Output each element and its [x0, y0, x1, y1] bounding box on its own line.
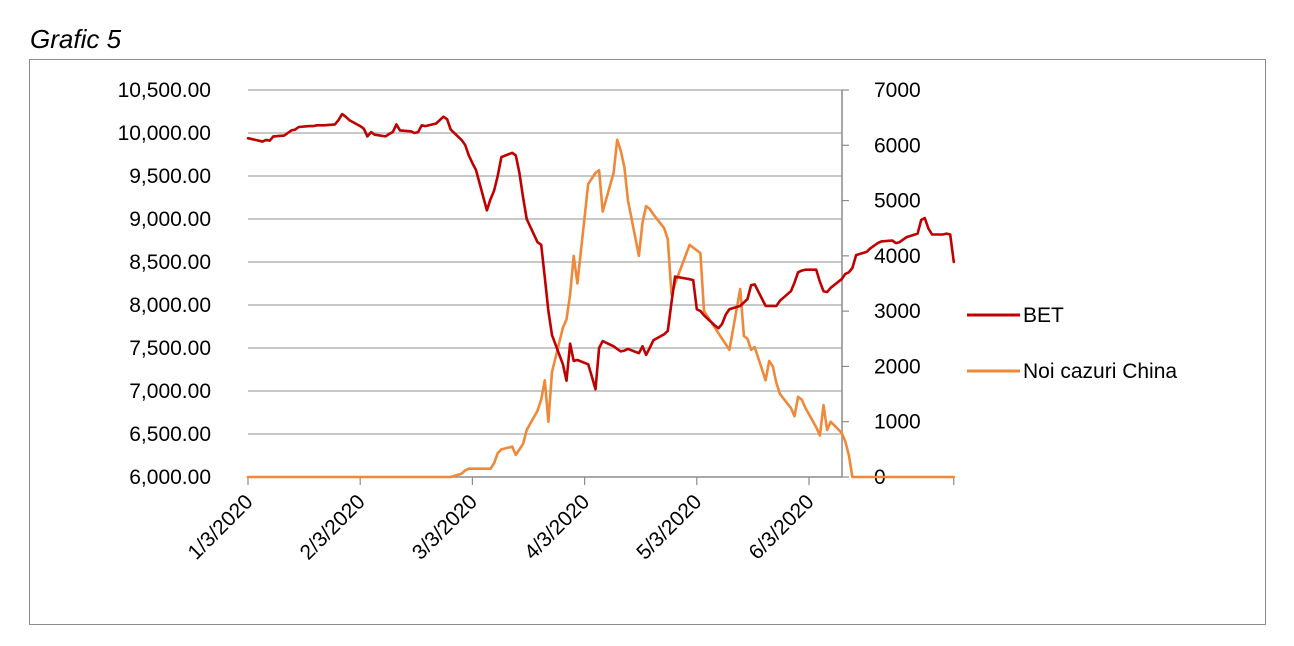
- x-axis-tick-label: 3/3/2020: [408, 490, 482, 564]
- left-axis-tick-label: 7,000.00: [129, 380, 211, 403]
- left-axis-tick-label: 8,500.00: [129, 251, 211, 274]
- left-axis-tick-label: 10,000.00: [118, 122, 211, 145]
- left-axis-tick-label: 8,000.00: [129, 294, 211, 317]
- x-axis-tick-label: 5/3/2020: [632, 490, 706, 564]
- legend-label: BET: [1023, 304, 1064, 327]
- legend: BET Noi cazuri China: [967, 304, 1177, 383]
- left-axis-tick-label: 7,500.00: [129, 337, 211, 360]
- right-axis-tick-label: 2000: [874, 355, 921, 378]
- right-axis-tick-label: 6000: [874, 134, 921, 157]
- axes: [247, 89, 955, 485]
- right-axis-tick-label: 7000: [874, 79, 921, 102]
- chart-caption: Grafic 5: [30, 24, 122, 54]
- left-axis-tick-labels: 10,500.00 10,000.00 9,500.00 9,000.00 8,500.…: [118, 79, 211, 489]
- right-axis-tick-label: 4000: [874, 245, 921, 268]
- left-axis-tick-label: 6,500.00: [129, 423, 211, 446]
- chart-frame: [29, 59, 1266, 625]
- left-axis-tick-label: 10,500.00: [118, 79, 211, 102]
- x-axis-tick-label: 6/3/2020: [744, 490, 818, 564]
- legend-label: Noi cazuri China: [1023, 360, 1177, 383]
- right-axis-tick-label: 3000: [874, 300, 921, 323]
- x-axis-tick-label: 1/3/2020: [183, 490, 257, 564]
- left-axis-tick-label: 9,000.00: [129, 208, 211, 231]
- series-line-noi-cazuri-china: [246, 138, 956, 479]
- left-axis-tick-label: 9,500.00: [129, 165, 211, 188]
- series-lines: [246, 112, 956, 479]
- series-line-bet: [246, 112, 956, 391]
- x-axis-tick-labels: 1/3/2020 2/3/2020 3/3/2020 4/3/2020 5/3/2020…: [183, 490, 818, 564]
- right-axis-tick-label: 5000: [874, 190, 921, 213]
- x-axis-tick-label: 2/3/2020: [296, 490, 370, 564]
- right-axis-tick-label: 1000: [874, 411, 921, 434]
- left-axis-tick-label: 6,000.00: [129, 466, 211, 489]
- x-axis-tick-label: 4/3/2020: [520, 490, 594, 564]
